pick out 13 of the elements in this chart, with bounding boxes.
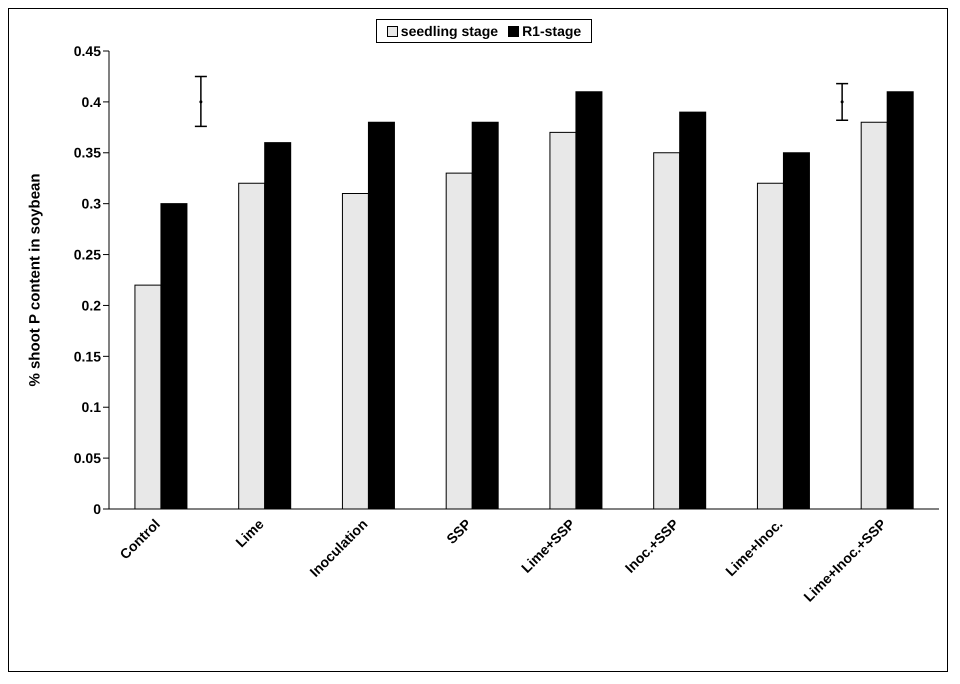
y-tick-label: 0.15: [74, 348, 102, 364]
y-tick-label: 0.1: [82, 399, 102, 416]
y-tick-label: 0: [93, 500, 102, 517]
y-tick-label: 0.35: [74, 144, 102, 161]
y-tick-label: 0.25: [74, 246, 102, 263]
y-tick-label: 0.45: [74, 42, 102, 59]
y-axis-title: % shoot P content in soybean: [26, 173, 44, 387]
y-tick-label: 0.2: [82, 297, 102, 314]
y-tick-label: 0.05: [74, 450, 102, 466]
y-tick-label: 0.4: [82, 94, 102, 110]
legend-label: R1-stage: [521, 23, 582, 39]
y-tick-label: 0.3: [82, 196, 102, 212]
legend-label: seedling stage: [400, 23, 498, 39]
